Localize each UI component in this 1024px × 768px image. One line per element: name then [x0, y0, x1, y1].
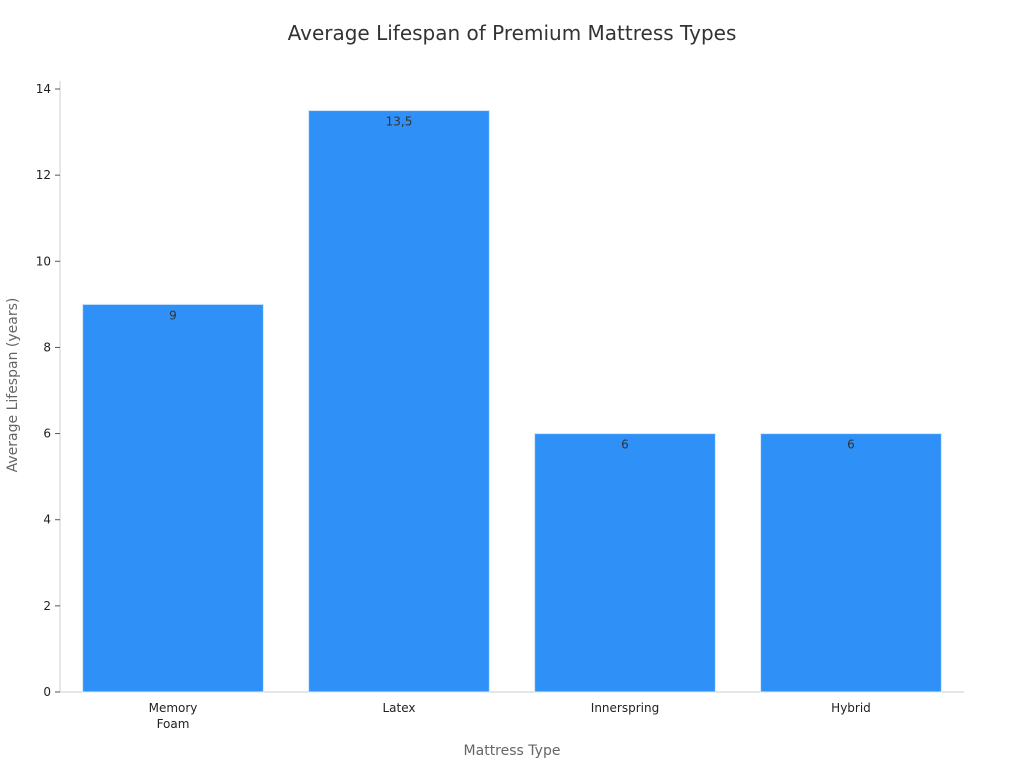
bar — [82, 303, 264, 693]
value-labels: 9 13,5 6 6 — [169, 115, 855, 452]
bar-value-label: 13,5 — [386, 115, 413, 129]
bar-value-label: 9 — [169, 308, 177, 322]
y-axis-label: Average Lifespan (years) — [5, 298, 21, 473]
y-tick-label: 10 — [36, 254, 51, 268]
x-axis-ticks: Memory Foam Latex Innerspring Hybrid — [149, 701, 871, 731]
bars — [82, 110, 942, 693]
y-tick-label: 4 — [43, 513, 51, 527]
y-tick-label: 8 — [43, 340, 51, 354]
y-tick-label: 12 — [36, 168, 51, 182]
x-axis-label: Mattress Type — [464, 743, 561, 759]
y-tick-label: 6 — [43, 427, 51, 441]
bar-value-label: 6 — [847, 438, 855, 452]
x-tick-label: Memory Foam — [149, 701, 198, 731]
y-axis-ticks: 0 2 4 6 8 10 12 14 — [36, 82, 60, 699]
plot-area: 0 2 4 6 8 10 12 14 9 13,5 6 6 Memory Foam Latex Inner… — [36, 81, 964, 731]
y-tick-label: 2 — [43, 599, 51, 613]
chart-title: Average Lifespan of Premium Mattress Typ… — [288, 21, 737, 45]
x-tick-label: Latex — [382, 701, 415, 715]
x-tick-label: Hybrid — [831, 701, 871, 715]
bar — [308, 110, 490, 693]
y-tick-label: 14 — [36, 82, 51, 96]
y-tick-label: 0 — [43, 685, 51, 699]
bar-value-label: 6 — [621, 438, 629, 452]
bar — [534, 433, 716, 693]
bar — [760, 433, 942, 693]
x-tick-label: Innerspring — [591, 701, 659, 715]
